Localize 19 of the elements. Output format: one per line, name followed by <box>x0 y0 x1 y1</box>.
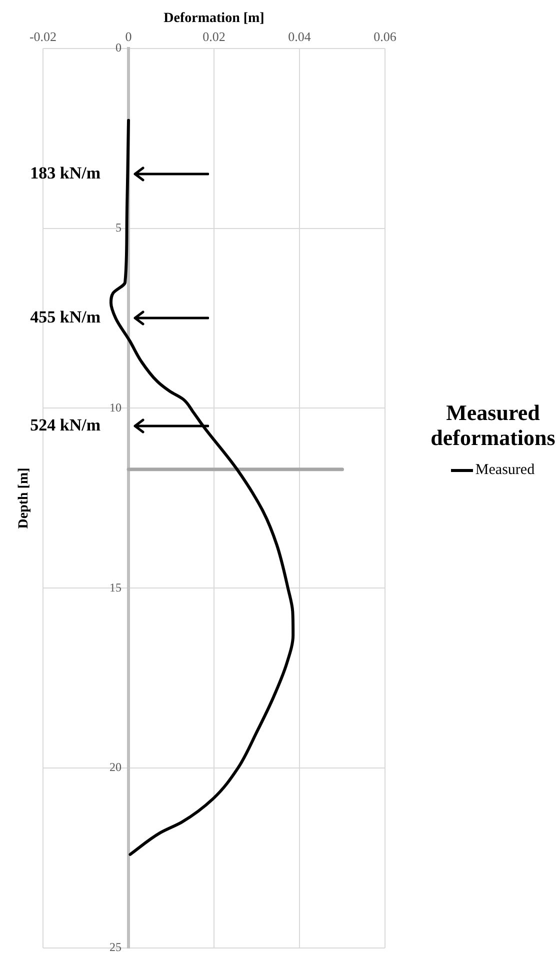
y-tick-label: 5 <box>116 220 122 234</box>
x-tick-label: 0.02 <box>202 29 226 44</box>
line-series <box>109 118 295 856</box>
annotation: 524 kN/m <box>30 416 100 435</box>
legend-title: Measured deformations <box>430 400 556 450</box>
x-tick-label: -0.02 <box>29 29 57 44</box>
annotation: 455 kN/m <box>30 308 100 327</box>
x-tick-label: 0.04 <box>288 29 312 44</box>
y-tick-label: 15 <box>110 580 122 594</box>
y-axis-title: Depth [m] <box>16 468 32 529</box>
x-tick-label: 0 <box>125 29 132 44</box>
y-tick-label: 20 <box>110 760 122 774</box>
y-tick-label: 25 <box>110 940 122 954</box>
x-tick-label: 0.06 <box>374 29 397 44</box>
legend-label: Measured <box>475 462 535 479</box>
annotation: 183 kN/m <box>30 164 100 183</box>
x-axis-title: Deformation [m] <box>164 11 264 26</box>
y-tick-label: 0 <box>116 40 122 55</box>
y-tick-label: 10 <box>110 400 122 414</box>
